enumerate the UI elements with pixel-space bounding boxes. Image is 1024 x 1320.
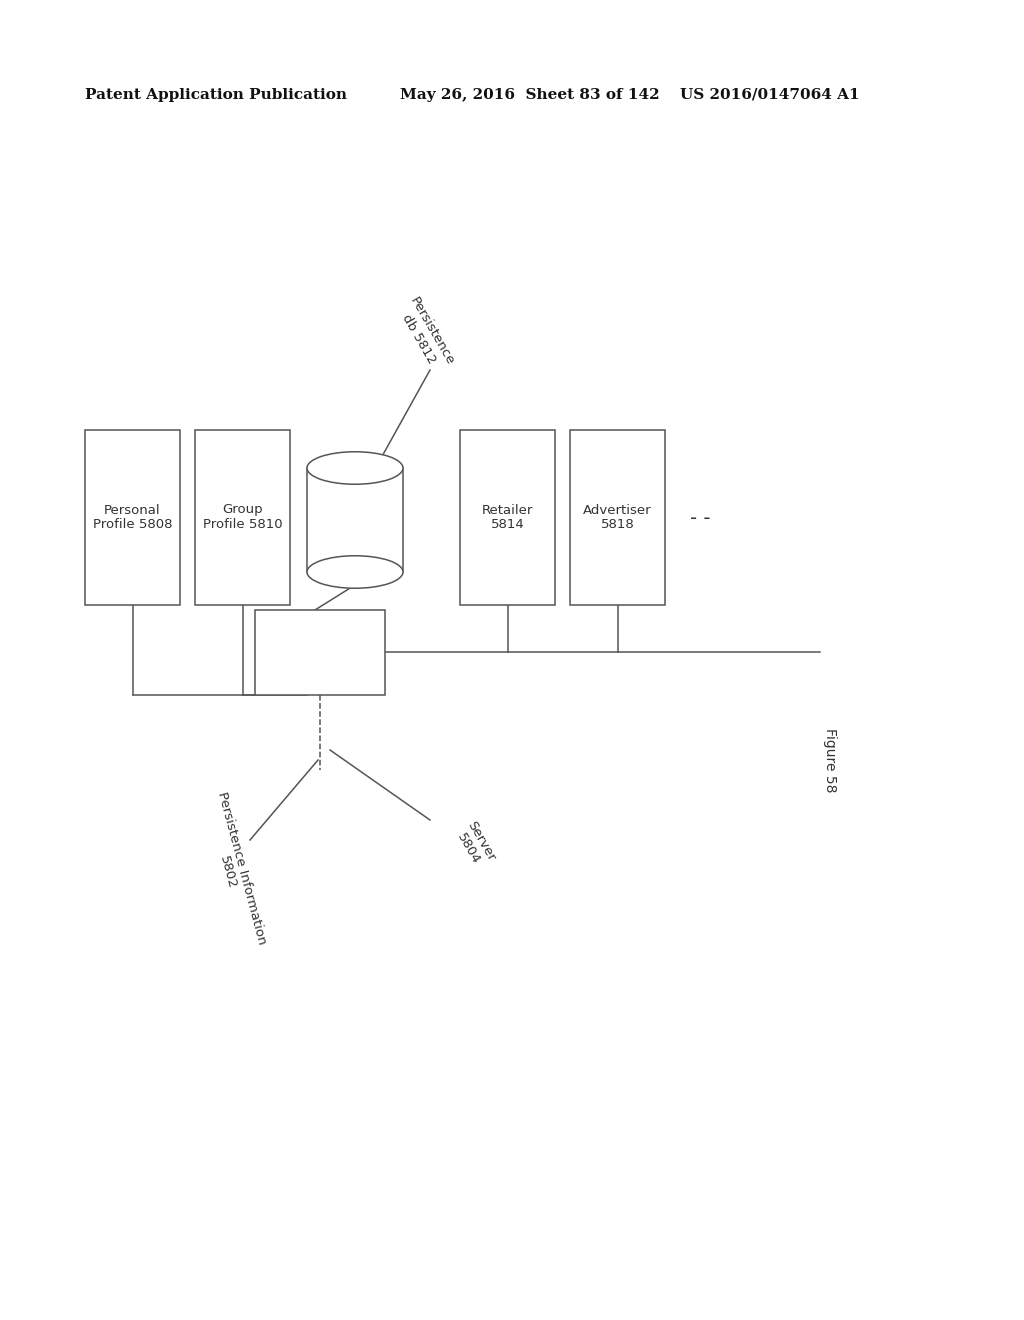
Bar (460, 430, 555, 605)
Bar (195, 430, 290, 605)
Bar (307, 469, 403, 572)
Text: May 26, 2016  Sheet 83 of 142: May 26, 2016 Sheet 83 of 142 (400, 88, 659, 102)
Text: Group
Profile 5810: Group Profile 5810 (203, 503, 283, 532)
Text: Persistence
db 5812: Persistence db 5812 (394, 294, 457, 375)
Bar (570, 430, 665, 605)
Text: US 2016/0147064 A1: US 2016/0147064 A1 (680, 88, 859, 102)
Text: Retailer
5814: Retailer 5814 (482, 503, 534, 532)
Ellipse shape (307, 451, 403, 484)
Ellipse shape (307, 556, 403, 589)
Text: Figure 58: Figure 58 (823, 727, 837, 792)
Text: Advertiser
5818: Advertiser 5818 (584, 503, 652, 532)
Text: Patent Application Publication: Patent Application Publication (85, 88, 347, 102)
Text: - -: - - (690, 508, 711, 528)
Bar (255, 610, 385, 696)
Text: Persistence Information
5802: Persistence Information 5802 (201, 791, 269, 950)
Text: Server
5804: Server 5804 (452, 818, 498, 871)
Bar (85, 430, 180, 605)
Text: Personal
Profile 5808: Personal Profile 5808 (93, 503, 172, 532)
